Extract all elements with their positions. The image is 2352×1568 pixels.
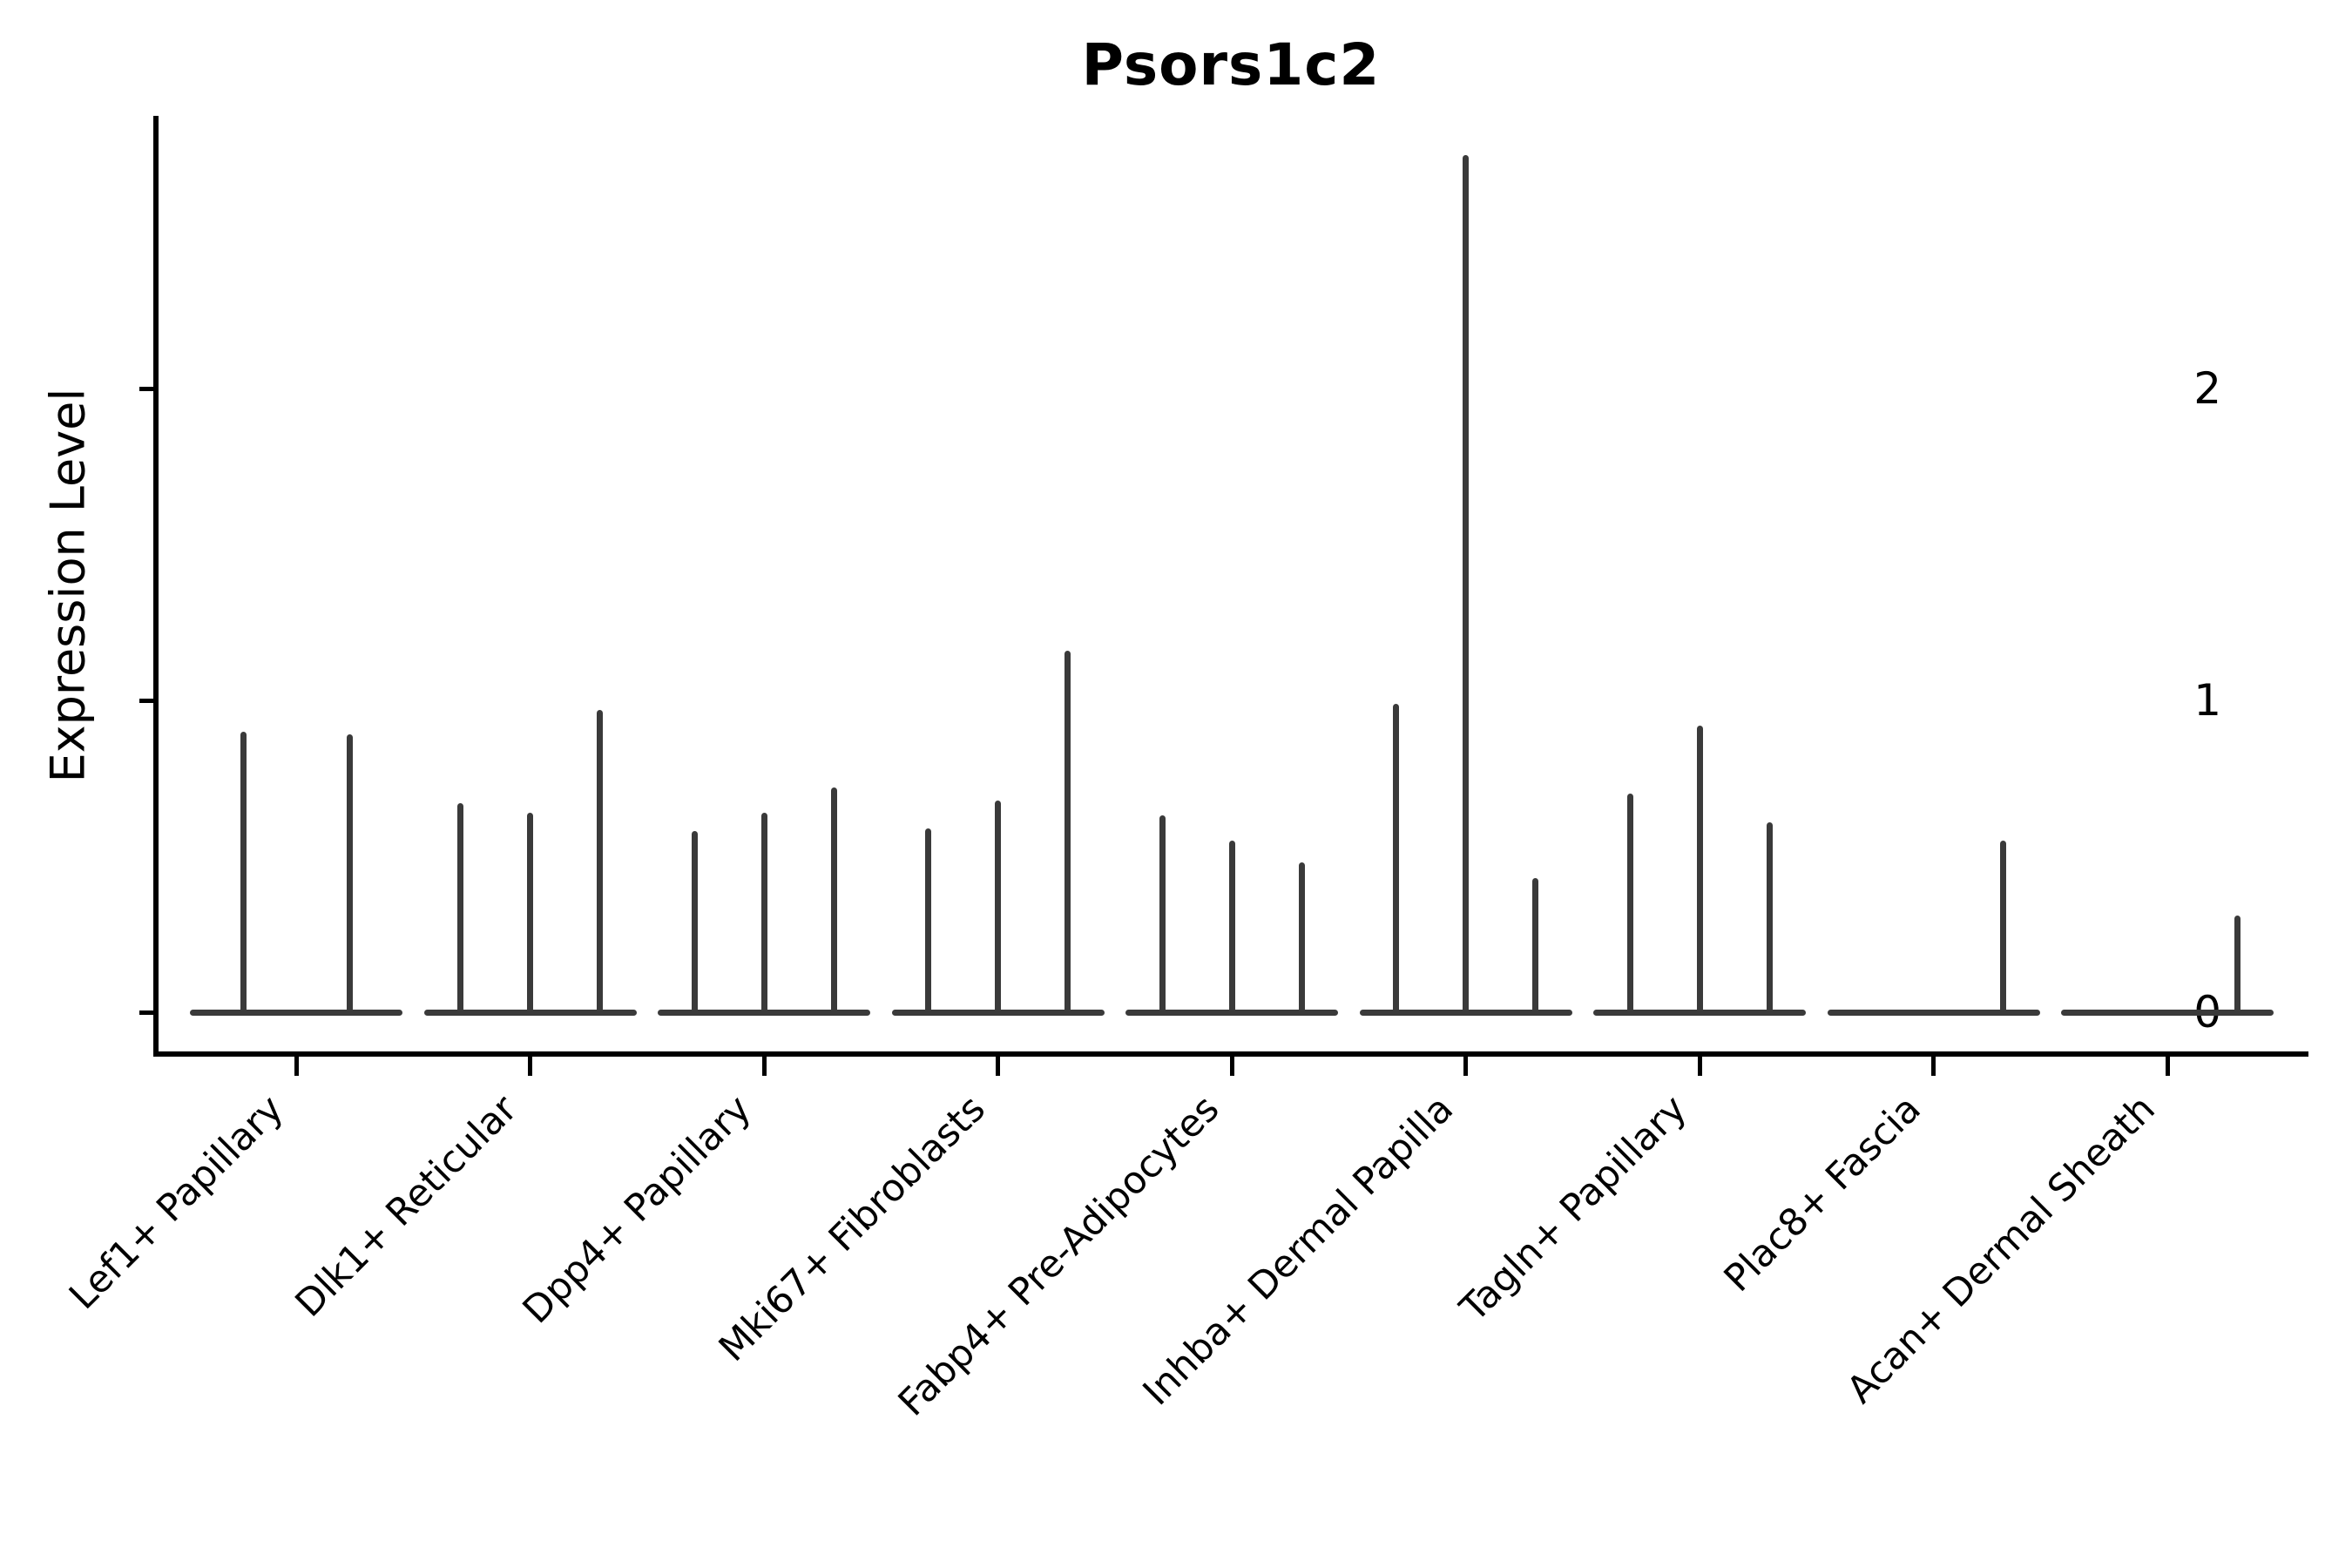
y-axis-tick	[139, 1010, 154, 1015]
violin-baseline	[423, 1009, 637, 1016]
x-axis-tick-label: Tagln+ Papillary	[1452, 1087, 1696, 1331]
y-axis-tick-label: 1	[2193, 675, 2221, 726]
violin-spike	[760, 812, 767, 1012]
violin-spike	[1064, 650, 1071, 1012]
violin-spike	[346, 734, 353, 1012]
x-axis-tick	[528, 1057, 532, 1076]
chart-title: Psors1c2	[1081, 31, 1381, 98]
x-axis-tick	[996, 1057, 1000, 1076]
violin-baseline	[1593, 1009, 1806, 1016]
violin-baseline	[2061, 1009, 2274, 1016]
violin-spike	[1696, 725, 1703, 1012]
x-axis-tick-label: Dpp4+ Papillary	[515, 1087, 760, 1333]
violin-spike	[240, 731, 247, 1012]
x-axis-tick-label: Plac8+ Fascia	[1715, 1087, 1930, 1301]
y-axis-tick-label: 2	[2193, 363, 2221, 414]
violin-spike	[527, 812, 533, 1012]
violin-spike	[597, 709, 603, 1012]
violin-spike	[457, 803, 463, 1012]
violin-spike	[1626, 794, 1633, 1012]
violin-spike	[1463, 154, 1469, 1012]
x-axis-tick	[1931, 1057, 1936, 1076]
x-axis-tick-label: Mki67+ Fibroblasts	[710, 1087, 994, 1370]
violin-spike	[1159, 815, 1166, 1012]
violin-spike	[1228, 841, 1235, 1012]
y-axis-tick	[139, 698, 154, 703]
y-axis-tick	[139, 386, 154, 391]
violin-spike	[995, 800, 1001, 1012]
violin-spike	[691, 831, 698, 1012]
violin-baseline	[1125, 1009, 1338, 1016]
violin-spike	[1532, 878, 1538, 1012]
y-axis-title: Expression Level	[40, 388, 96, 783]
violin-spike	[2234, 916, 2240, 1012]
x-axis-tick	[2165, 1057, 2170, 1076]
x-axis-tick	[1229, 1057, 1234, 1076]
x-axis-tick	[294, 1057, 299, 1076]
violin-spike	[925, 828, 931, 1012]
violin-baseline	[658, 1009, 870, 1016]
violin-baseline	[891, 1009, 1105, 1016]
x-axis-tick	[761, 1057, 767, 1076]
y-axis-line	[153, 116, 159, 1057]
violin-baseline	[190, 1009, 402, 1016]
violin-spike	[1298, 862, 1305, 1012]
violin-baseline	[1359, 1009, 1572, 1016]
x-axis-tick	[1463, 1057, 1468, 1076]
violin-baseline	[1827, 1009, 2040, 1016]
violin-spike	[1393, 703, 1399, 1012]
x-axis-tick-label: Dlk1+ Reticular	[287, 1087, 526, 1326]
violin-spike	[1766, 821, 1773, 1012]
violin-spike	[2000, 841, 2006, 1012]
x-axis-tick-label: Lef1+ Papillary	[61, 1087, 293, 1319]
x-axis-tick	[1697, 1057, 1702, 1076]
x-axis-line	[153, 1051, 2308, 1057]
violin-spike	[830, 787, 837, 1012]
